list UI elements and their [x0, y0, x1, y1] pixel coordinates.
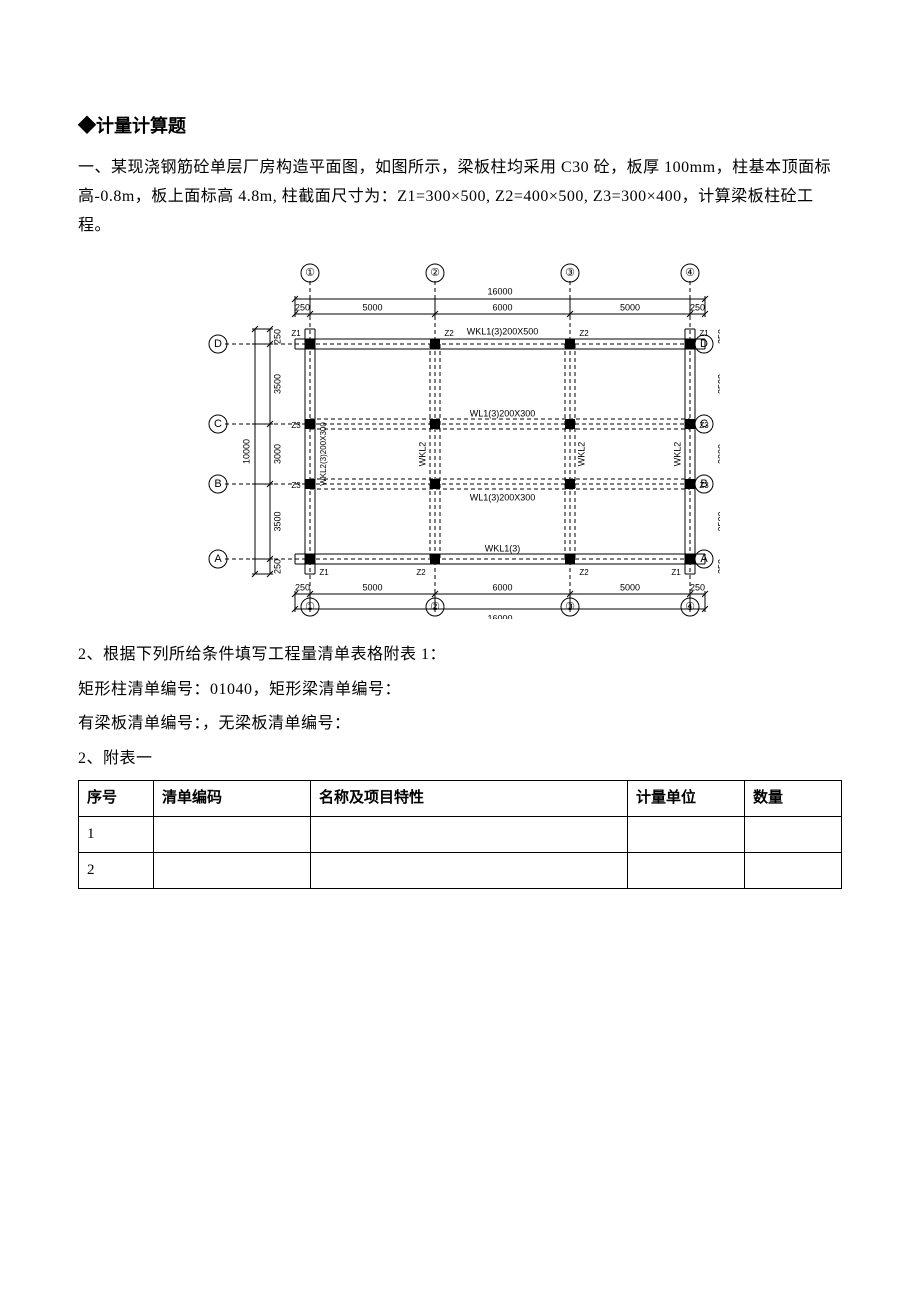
svg-text:250: 250: [716, 329, 720, 344]
table-row: 2: [79, 852, 842, 888]
page: ◆计量计算题 一、某现浇钢筋砼单层厂房构造平面图，如图所示，梁板柱均采用 C30…: [0, 0, 920, 1302]
cell-qty: [745, 816, 842, 852]
svg-text:3500: 3500: [272, 511, 282, 531]
cell-name: [311, 852, 628, 888]
svg-text:5000: 5000: [362, 302, 382, 312]
paragraph-4: 有梁板清单编号：，无梁板清单编号：: [78, 710, 842, 739]
cell-unit: [628, 852, 745, 888]
svg-text:B: B: [700, 478, 707, 490]
svg-text:250: 250: [272, 559, 282, 574]
svg-text:5000: 5000: [620, 582, 640, 592]
svg-text:3500: 3500: [716, 374, 720, 394]
th-index: 序号: [79, 780, 154, 816]
svg-text:16000: 16000: [487, 286, 512, 296]
section-title: ◆计量计算题: [78, 110, 842, 142]
svg-text:3500: 3500: [716, 511, 720, 531]
th-qty: 数量: [745, 780, 842, 816]
svg-text:①: ①: [305, 267, 315, 279]
cell-code: [154, 852, 311, 888]
svg-text:Z1: Z1: [291, 329, 301, 338]
svg-text:Z1: Z1: [671, 568, 681, 577]
svg-text:C: C: [214, 418, 222, 430]
th-code: 清单编码: [154, 780, 311, 816]
cell-code: [154, 816, 311, 852]
cell-qty: [745, 852, 842, 888]
paragraph-2: 2、根据下列所给条件填写工程量清单表格附表 1：: [78, 641, 842, 670]
cell-index: 2: [79, 852, 154, 888]
paragraph-3: 矩形柱清单编号：01040，矩形梁清单编号：: [78, 676, 842, 705]
svg-text:WKL2: WKL2: [576, 442, 586, 467]
cell-index: 1: [79, 816, 154, 852]
svg-text:Z2: Z2: [579, 568, 589, 577]
svg-text:Z1: Z1: [319, 568, 329, 577]
svg-text:Z3: Z3: [291, 421, 301, 430]
svg-text:250: 250: [690, 582, 705, 592]
svg-text:250: 250: [295, 582, 310, 592]
svg-text:250: 250: [272, 329, 282, 344]
svg-text:Z3: Z3: [291, 481, 301, 490]
svg-text:3500: 3500: [272, 374, 282, 394]
table-header-row: 序号 清单编码 名称及项目特性 计量单位 数量: [79, 780, 842, 816]
svg-text:16000: 16000: [487, 613, 512, 619]
paragraph-1: 一、某现浇钢筋砼单层厂房构造平面图，如图所示，梁板柱均采用 C30 砼，板厚 1…: [78, 154, 842, 240]
svg-text:③: ③: [565, 267, 575, 279]
svg-text:250: 250: [295, 302, 310, 312]
svg-text:④: ④: [685, 267, 695, 279]
svg-text:5000: 5000: [620, 302, 640, 312]
svg-text:6000: 6000: [492, 582, 512, 592]
svg-text:5000: 5000: [362, 582, 382, 592]
svg-text:3000: 3000: [272, 444, 282, 464]
svg-text:WKL2: WKL2: [672, 442, 682, 467]
svg-text:250: 250: [690, 302, 705, 312]
svg-text:6000: 6000: [492, 302, 512, 312]
svg-text:Z1: Z1: [699, 329, 709, 338]
paragraph-5: 2、附表一: [78, 745, 842, 774]
svg-text:②: ②: [430, 601, 440, 613]
boq-table: 序号 清单编码 名称及项目特性 计量单位 数量 1 2: [78, 780, 842, 889]
table-row: 1: [79, 816, 842, 852]
svg-text:A: A: [214, 553, 222, 565]
svg-text:③: ③: [565, 601, 575, 613]
svg-text:WL1(3)200X300: WL1(3)200X300: [470, 408, 536, 418]
cell-name: [311, 816, 628, 852]
svg-text:①: ①: [305, 601, 315, 613]
svg-text:10000: 10000: [241, 439, 251, 464]
svg-text:D: D: [214, 338, 222, 350]
th-name: 名称及项目特性: [311, 780, 628, 816]
svg-text:WKL1(3)200X500: WKL1(3)200X500: [467, 326, 539, 336]
svg-text:Z2: Z2: [444, 329, 454, 338]
svg-text:④: ④: [685, 601, 695, 613]
cell-unit: [628, 816, 745, 852]
svg-text:WKL2: WKL2: [417, 442, 427, 467]
svg-text:Z2: Z2: [579, 329, 589, 338]
svg-text:250: 250: [716, 559, 720, 574]
svg-text:WL1(3)200X300: WL1(3)200X300: [470, 492, 536, 502]
svg-text:②: ②: [430, 267, 440, 279]
svg-text:B: B: [214, 478, 221, 490]
svg-text:Z2: Z2: [416, 568, 426, 577]
svg-text:A: A: [700, 553, 708, 565]
svg-text:C: C: [700, 418, 708, 430]
svg-text:WKL1(3): WKL1(3): [485, 543, 521, 553]
svg-text:3000: 3000: [716, 444, 720, 464]
svg-text:D: D: [700, 338, 708, 350]
svg-text:WKL2(3)200X300: WKL2(3)200X300: [319, 421, 328, 485]
th-unit: 计量单位: [628, 780, 745, 816]
plan-diagram: Z1Z2Z2Z1Z3Z3Z3Z3Z1Z2Z2Z1WKL1(3)200X500WL…: [78, 259, 842, 619]
